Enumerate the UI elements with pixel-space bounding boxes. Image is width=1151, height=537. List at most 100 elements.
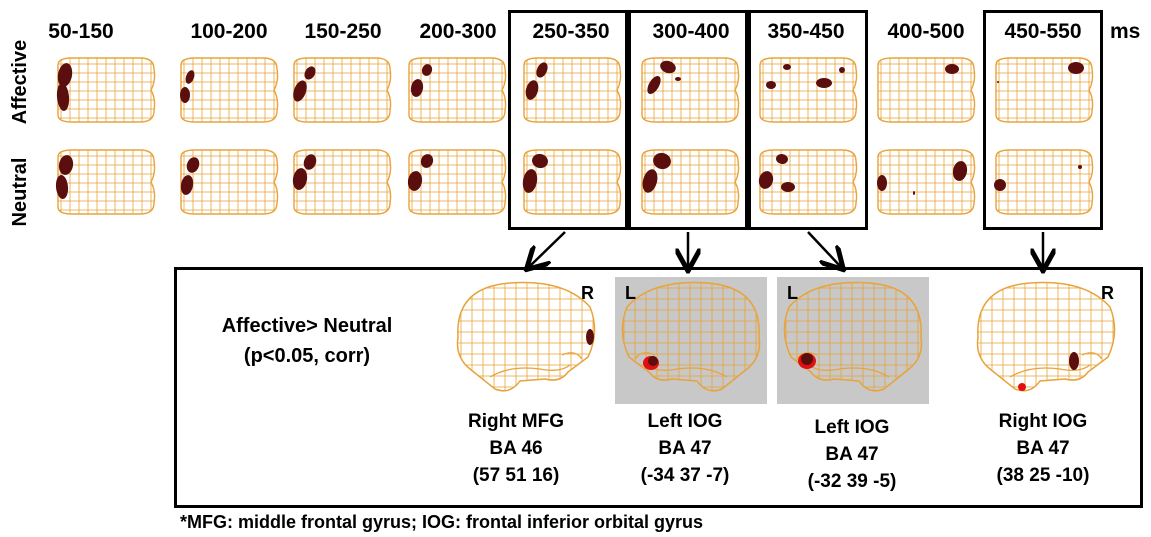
mni-coords: (57 51 16) xyxy=(472,465,560,486)
region-caption: Right IOG BA 47 (38 25 -10) xyxy=(963,408,1123,489)
activation-blob xyxy=(758,171,774,189)
mni-coords: (-32 39 -5) xyxy=(807,471,897,492)
region-name: Left IOG xyxy=(814,417,890,438)
activation-blob xyxy=(407,171,423,191)
unit-label: ms xyxy=(1110,20,1141,43)
time-window-label: 150-250 xyxy=(304,20,382,43)
sagittal-brain-map: R xyxy=(970,277,1122,404)
axial-brain-map xyxy=(641,57,740,123)
highlight-box-350-450 xyxy=(748,10,868,230)
activation-blob xyxy=(653,152,671,170)
region-name: Right MFG xyxy=(467,411,565,432)
activation-blob xyxy=(420,154,434,168)
activation-blob xyxy=(55,175,69,199)
activation-blob xyxy=(522,169,538,193)
activation-blob xyxy=(292,168,308,190)
activation-blob xyxy=(766,81,776,89)
activation-blob xyxy=(647,75,661,95)
activation-blob xyxy=(1069,352,1079,370)
activation-blob xyxy=(648,356,658,366)
activation-blob xyxy=(532,153,548,169)
axial-brain-map xyxy=(758,149,858,215)
axial-brain-map xyxy=(407,149,507,215)
arrow xyxy=(530,231,566,266)
axial-brain-map xyxy=(877,149,976,215)
axial-brain-map xyxy=(759,57,858,123)
region-name: Right IOG xyxy=(998,411,1088,432)
comparison-title: Affective> Neutral (p<0.05, corr) xyxy=(192,311,422,371)
activation-blob xyxy=(994,179,1006,191)
mni-coords: (-34 37 -7) xyxy=(640,465,730,486)
axial-brain-map xyxy=(55,149,156,215)
activation-blob xyxy=(945,64,959,74)
axial-brain-map xyxy=(408,57,507,123)
highlight-box-450-550 xyxy=(983,10,1103,230)
activation-blob xyxy=(675,77,681,81)
hemisphere-label: L xyxy=(625,283,636,303)
comparison-panel xyxy=(174,267,1143,508)
hemisphere-label: L xyxy=(787,283,798,303)
activation-blob xyxy=(525,80,539,100)
activation-blob xyxy=(781,182,795,192)
activation-blob xyxy=(913,191,915,195)
axial-brain-map xyxy=(523,57,622,123)
highlight-box-250-350 xyxy=(508,10,628,230)
time-window-label: 350-450 xyxy=(767,20,845,43)
brodmann-area: BA 47 xyxy=(658,438,712,459)
brodmann-area: BA 47 xyxy=(825,444,879,465)
activation-blob xyxy=(801,353,813,365)
activation-blob xyxy=(421,64,433,76)
region-name: Left IOG xyxy=(647,411,723,432)
comparison-line1: Affective> Neutral xyxy=(221,315,393,337)
axial-brain-map xyxy=(641,149,740,215)
activation-blob xyxy=(877,175,887,191)
region-caption: Left IOG BA 47 (-32 39 -5) xyxy=(772,414,932,495)
activation-blob xyxy=(293,80,307,102)
axial-brain-map xyxy=(293,57,392,123)
activation-blob xyxy=(180,175,194,195)
activation-blob xyxy=(536,62,548,78)
footnote: *MFG: middle frontal gyrus; IOG: frontal… xyxy=(180,512,704,532)
sagittal-brain-map: L xyxy=(777,277,929,404)
highlight-box-300-400 xyxy=(628,10,748,230)
comparison-line2: (p<0.05, corr) xyxy=(243,345,371,367)
activation-blob xyxy=(839,67,845,73)
region-caption: Right MFG BA 46 (57 51 16) xyxy=(436,408,596,489)
arrow xyxy=(807,231,840,266)
time-window-label: 50-150 xyxy=(48,20,114,43)
time-window-label: 200-300 xyxy=(419,20,497,43)
axial-brain-map xyxy=(522,149,622,215)
time-window-label: 300-400 xyxy=(652,20,730,43)
activation-blob xyxy=(816,78,832,88)
time-window-label: 100-200 xyxy=(190,20,268,43)
activation-blob xyxy=(410,79,424,97)
axial-brain-map xyxy=(180,149,279,215)
activation-blob xyxy=(660,60,676,74)
activation-blob xyxy=(776,153,788,165)
sagittal-brain-map: L xyxy=(615,277,767,404)
activation-blob xyxy=(1018,383,1026,391)
activation-blob xyxy=(303,154,317,170)
mni-coords: (38 25 -10) xyxy=(996,465,1090,486)
activation-blob xyxy=(57,63,73,87)
axial-brain-map xyxy=(56,57,156,123)
brodmann-area: BA 47 xyxy=(1016,438,1070,459)
arrows-layer xyxy=(0,231,1151,290)
time-window-label: 450-550 xyxy=(1004,20,1082,43)
axial-brain-map xyxy=(180,57,279,123)
axial-brain-map xyxy=(292,149,392,215)
activation-blob xyxy=(304,66,316,80)
activation-blob xyxy=(952,161,968,181)
axial-brain-map xyxy=(994,149,1094,215)
activation-blob xyxy=(1078,165,1082,169)
activation-blob xyxy=(186,157,200,173)
activation-blob xyxy=(783,64,791,70)
region-caption: Left IOG BA 47 (-34 37 -7) xyxy=(605,408,765,489)
activation-blob xyxy=(185,70,195,84)
activation-blob xyxy=(58,155,74,175)
hemisphere-label: R xyxy=(581,283,594,303)
activation-blob xyxy=(586,329,594,345)
brodmann-area: BA 46 xyxy=(489,438,543,459)
activation-blob xyxy=(642,169,658,193)
activation-blob xyxy=(180,87,190,103)
